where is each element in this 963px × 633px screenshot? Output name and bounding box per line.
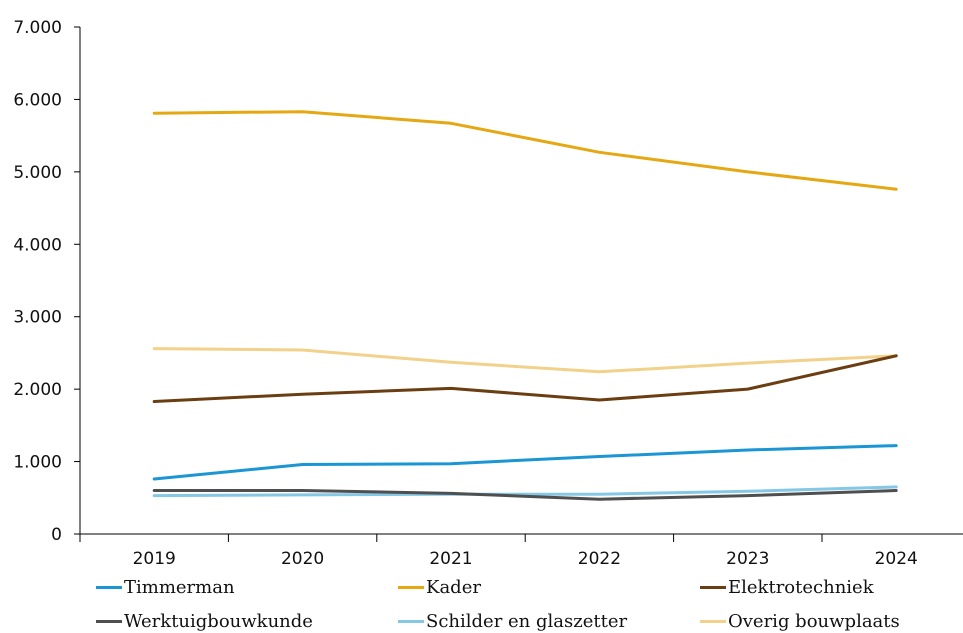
y-tick-label: 6.000 xyxy=(13,90,62,110)
y-tick-label: 4.000 xyxy=(13,235,62,255)
y-tick-label: 7.000 xyxy=(13,18,62,38)
series-lines xyxy=(152,110,898,501)
y-tick-label: 3.000 xyxy=(13,308,62,328)
series-line-werktuigbouwkunde xyxy=(152,489,898,501)
x-tick-label: 2021 xyxy=(429,549,472,569)
x-tick-label: 2019 xyxy=(133,549,176,569)
x-tick-label: 2023 xyxy=(726,549,769,569)
x-tick-label: 2020 xyxy=(281,549,324,569)
series-line-schilder-en-glaszetter xyxy=(152,485,898,498)
series-line-elektrotechniek xyxy=(152,354,898,403)
x-tick-label: 2022 xyxy=(578,549,621,569)
y-tick-label: 5.000 xyxy=(13,163,62,183)
y-tick-label: 1.000 xyxy=(13,453,62,473)
x-axis: 2019 2020 2021 2022 2023 2024 xyxy=(79,533,963,569)
series-line-timmerman xyxy=(152,444,898,481)
y-axis: 0 1.000 2.000 3.000 4.000 5.000 6.000 7.000 xyxy=(13,18,81,545)
series-line-overig-bouwplaats xyxy=(152,347,898,374)
x-tick-label: 2024 xyxy=(875,549,918,569)
series-line-kader xyxy=(152,110,898,191)
y-tick-label: 0 xyxy=(51,525,62,545)
y-tick-label: 2.000 xyxy=(13,380,62,400)
